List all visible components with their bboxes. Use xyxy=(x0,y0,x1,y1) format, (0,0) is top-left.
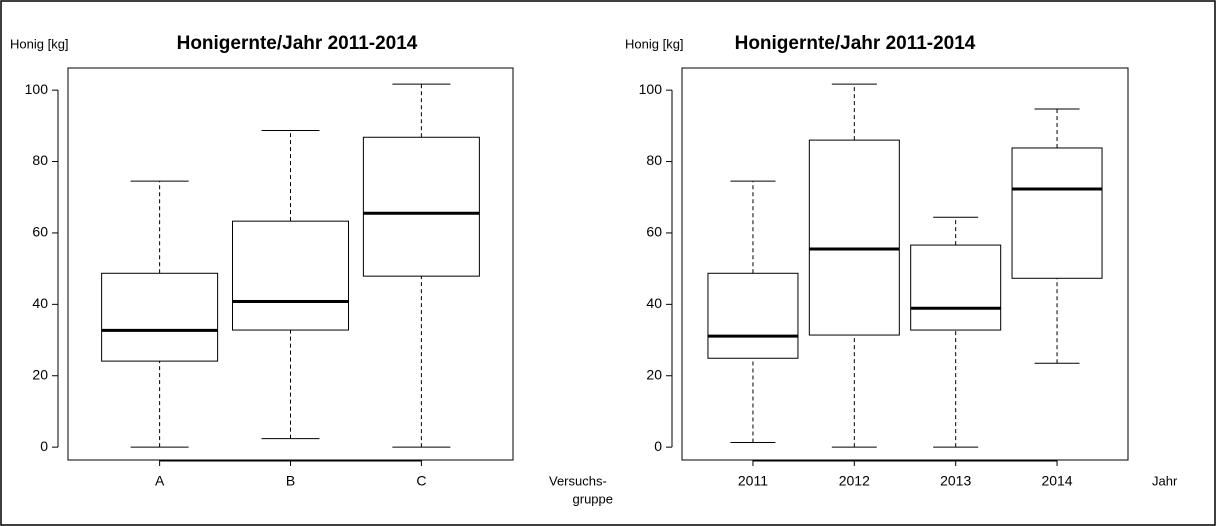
plot-frame xyxy=(681,67,1129,461)
box xyxy=(101,272,219,362)
x-tick-label: C xyxy=(416,473,426,489)
y-tick-label: 100 xyxy=(639,81,663,97)
box xyxy=(232,220,349,331)
y-tick-label: 80 xyxy=(32,152,48,168)
x-tick-label: 2014 xyxy=(1041,473,1072,489)
box xyxy=(808,139,900,336)
x-axis-label: gruppe xyxy=(573,491,613,506)
y-axis-label: Honig [kg] xyxy=(625,36,684,51)
box xyxy=(1011,147,1103,279)
chart-title: Honigernte/Jahr 2011-2014 xyxy=(177,33,418,54)
x-tick-label: A xyxy=(155,473,165,489)
y-tick-label: 100 xyxy=(25,81,49,97)
y-tick-label: 40 xyxy=(32,295,48,311)
x-tick-label: 2012 xyxy=(839,473,870,489)
y-tick-label: 40 xyxy=(646,295,662,311)
y-tick-label: 60 xyxy=(32,224,48,240)
box xyxy=(707,272,799,359)
x-tick-label: 2013 xyxy=(940,473,971,489)
x-axis-label: Versuchs- xyxy=(549,473,607,488)
y-tick-label: 60 xyxy=(646,224,662,240)
x-axis-label: Jahr xyxy=(1152,473,1178,488)
y-tick-label: 0 xyxy=(40,438,48,454)
y-tick-label: 80 xyxy=(646,152,662,168)
x-tick-label: B xyxy=(286,473,295,489)
x-tick-label: 2011 xyxy=(738,473,768,489)
y-axis-label: Honig [kg] xyxy=(10,36,69,51)
chart-title: Honigernte/Jahr 2011-2014 xyxy=(735,33,976,54)
y-tick-label: 20 xyxy=(32,366,48,382)
y-tick-label: 0 xyxy=(654,438,662,454)
box xyxy=(362,136,480,277)
y-tick-label: 20 xyxy=(646,366,662,382)
box xyxy=(910,244,1002,331)
